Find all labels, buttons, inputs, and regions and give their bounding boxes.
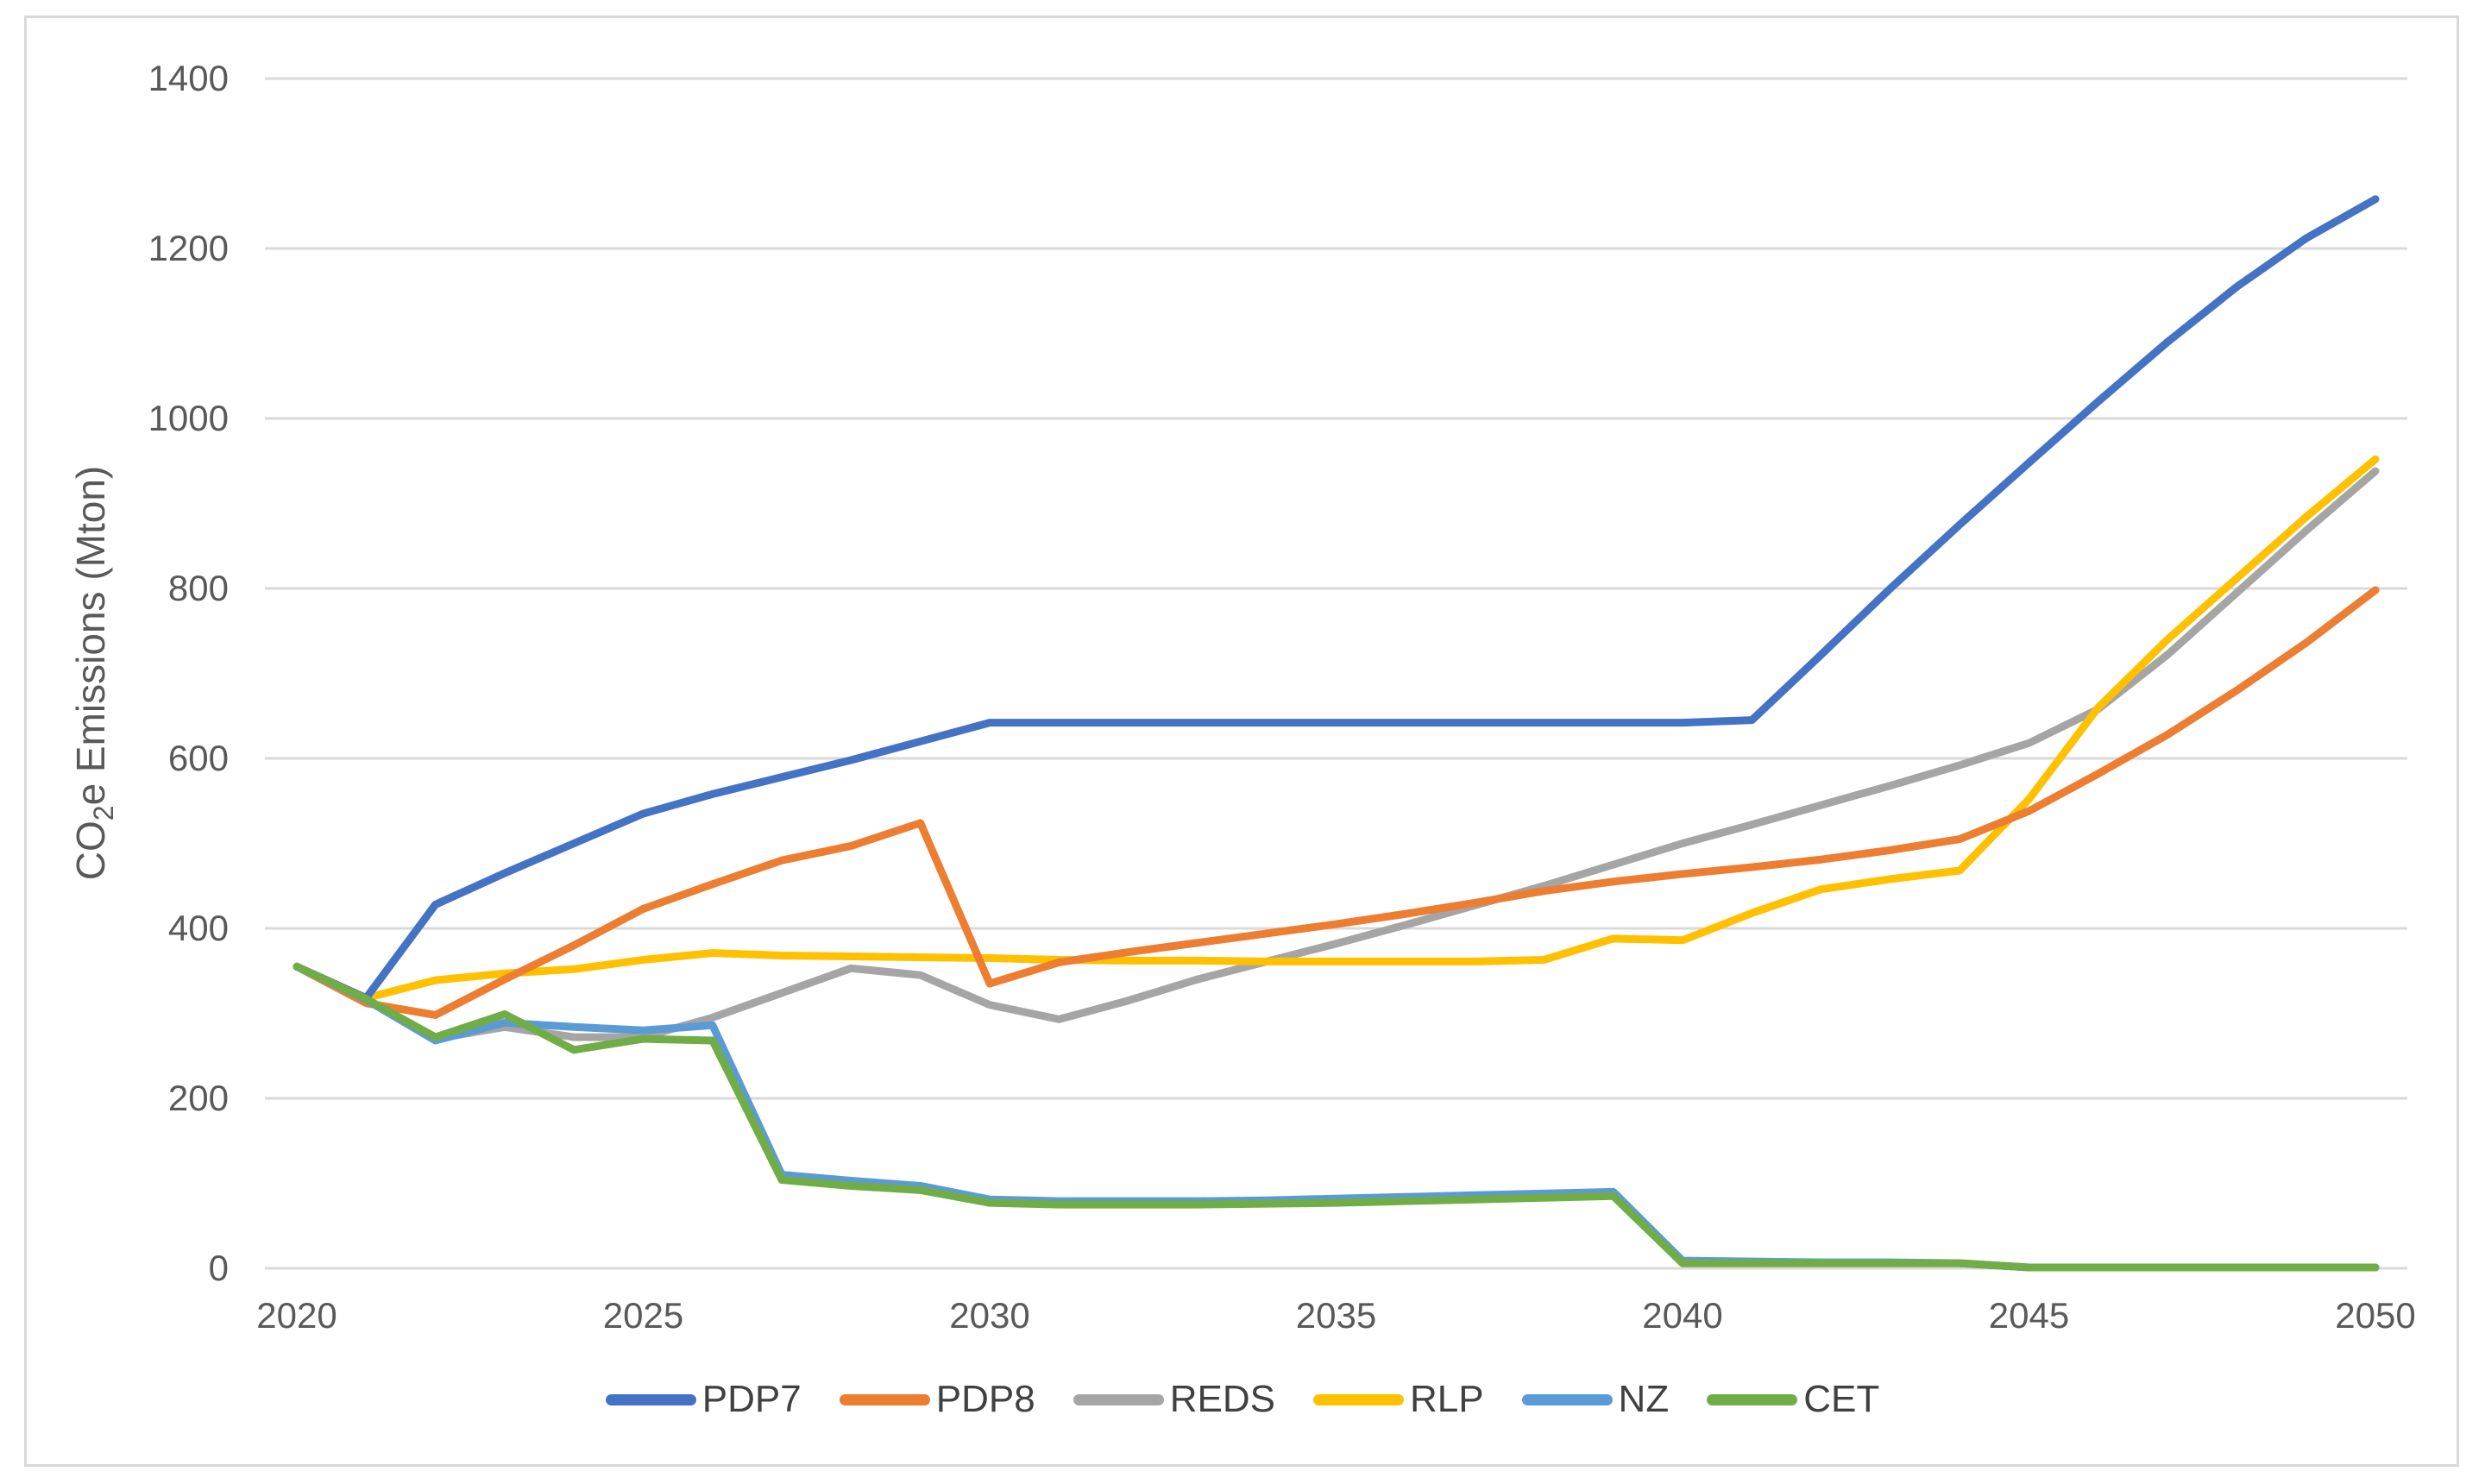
x-tick-label-2040: 2040 bbox=[1642, 1295, 1723, 1336]
legend-label-reds: REDS bbox=[1169, 1378, 1275, 1420]
legend-swatch-rlp bbox=[1312, 1393, 1404, 1405]
y-tick-label-1400: 1400 bbox=[148, 58, 229, 98]
x-tick-label-2020: 2020 bbox=[256, 1295, 337, 1336]
x-tick-label-2035: 2035 bbox=[1295, 1295, 1377, 1336]
legend-label-pdp8: PDP8 bbox=[935, 1378, 1035, 1420]
legend-swatch-reds bbox=[1073, 1393, 1164, 1405]
legend-swatch-cet bbox=[1707, 1393, 1798, 1405]
legend-swatch-pdp7 bbox=[605, 1393, 696, 1405]
legend-item-rlp: RLP bbox=[1312, 1377, 1484, 1422]
y-tick-label-1200: 1200 bbox=[148, 228, 229, 268]
y-tick-label-800: 800 bbox=[167, 568, 229, 608]
x-tick-label-2045: 2045 bbox=[1988, 1295, 2070, 1336]
x-tick-label-2050: 2050 bbox=[2335, 1295, 2416, 1336]
y-tick-label-400: 400 bbox=[167, 908, 229, 948]
y-axis-title: CO2e Emissions (Mton) bbox=[67, 466, 119, 881]
series-line-nz bbox=[293, 962, 2380, 1272]
series-line-cet bbox=[293, 962, 2380, 1272]
series-line-pdp8 bbox=[293, 586, 2380, 1019]
y-axis-title-subscript: 2 bbox=[88, 805, 120, 821]
y-tick-label-1000: 1000 bbox=[148, 398, 229, 438]
legend: PDP7 PDP8 REDS RLP NZ CET bbox=[0, 1377, 2485, 1422]
y-tick-label-0: 0 bbox=[208, 1248, 229, 1288]
legend-label-nz: NZ bbox=[1618, 1378, 1670, 1420]
legend-item-pdp7: PDP7 bbox=[605, 1377, 802, 1422]
legend-item-nz: NZ bbox=[1521, 1377, 1670, 1422]
legend-item-cet: CET bbox=[1707, 1377, 1879, 1422]
legend-swatch-pdp8 bbox=[839, 1393, 930, 1405]
legend-swatch-nz bbox=[1521, 1393, 1613, 1405]
y-axis-title-text: CO bbox=[68, 821, 113, 881]
x-tick-label-2025: 2025 bbox=[602, 1295, 684, 1336]
y-tick-label-600: 600 bbox=[167, 738, 229, 778]
series-line-rlp bbox=[293, 455, 2380, 1003]
legend-item-reds: REDS bbox=[1073, 1377, 1275, 1422]
x-tick-label-2030: 2030 bbox=[949, 1295, 1030, 1336]
y-tick-label-200: 200 bbox=[167, 1078, 229, 1118]
legend-label-cet: CET bbox=[1803, 1378, 1880, 1420]
legend-label-pdp7: PDP7 bbox=[701, 1378, 802, 1420]
legend-label-rlp: RLP bbox=[1409, 1378, 1484, 1420]
series-line-pdp7 bbox=[293, 195, 2380, 1003]
legend-item-pdp8: PDP8 bbox=[839, 1377, 1035, 1422]
